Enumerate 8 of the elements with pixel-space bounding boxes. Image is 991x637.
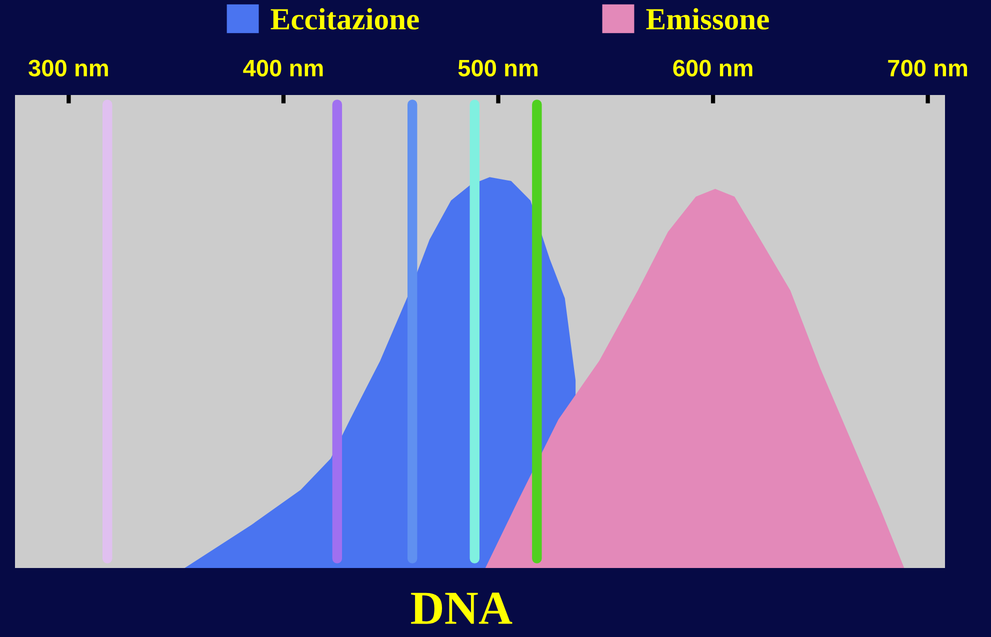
x-tick-label: 400 nm	[243, 60, 323, 76]
legend-label: Eccitazione	[270, 8, 419, 30]
text: DNA	[411, 592, 512, 624]
legend-label: Emissone	[646, 8, 769, 30]
x-tick-label: 600 nm	[673, 60, 752, 76]
x-tick-label: 700 nm	[888, 60, 968, 76]
x-tick-label: 500 nm	[458, 60, 538, 76]
x-tick-label: 300 nm	[28, 60, 108, 76]
